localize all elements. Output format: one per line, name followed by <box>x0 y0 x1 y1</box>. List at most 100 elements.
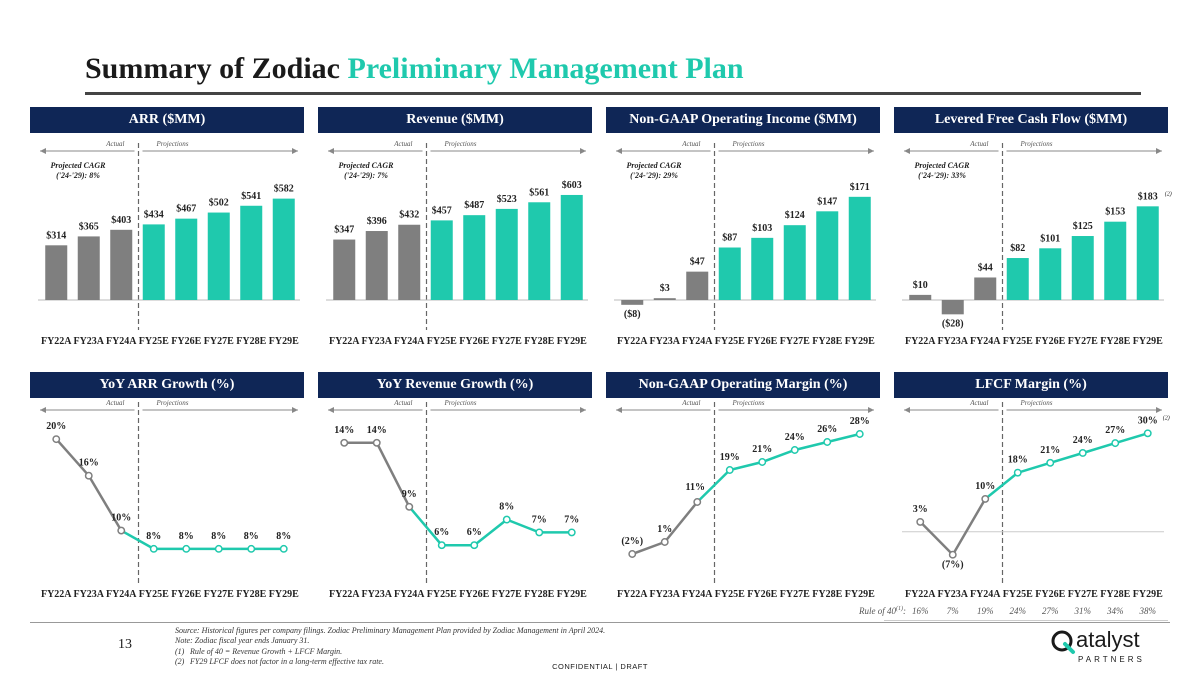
data-label: (2%) <box>621 536 643 547</box>
actual-arrow-head <box>616 407 622 413</box>
data-point <box>628 550 637 558</box>
x-tick-label: FY26E <box>1035 336 1065 347</box>
actual-arrow-head <box>904 407 910 413</box>
data-label: 8% <box>276 531 291 542</box>
x-tick-label: FY29E <box>845 589 875 600</box>
data-point <box>758 458 767 466</box>
projection-series-line <box>120 529 284 551</box>
data-point <box>948 550 957 559</box>
x-tick-label: FY24A <box>394 336 425 347</box>
bar <box>653 298 676 300</box>
x-tick-label: FY23A <box>361 589 392 600</box>
x-tick-label: FY23A <box>73 589 104 600</box>
footnote-2: (2) FY29 LFCF does not factor in a long-t… <box>175 656 384 666</box>
data-label: $523 <box>497 194 517 205</box>
projections-label: Projections <box>732 140 765 148</box>
data-label: $82 <box>1010 243 1025 254</box>
x-tick-label: FY29E <box>557 589 587 600</box>
x-tick-label: FY28E <box>1100 336 1130 347</box>
bar <box>528 202 551 300</box>
data-label: $487 <box>464 200 484 211</box>
x-tick-label: FY23A <box>73 336 104 347</box>
data-point <box>535 528 544 537</box>
data-label: $171 <box>850 182 870 193</box>
x-tick-label: FY24A <box>970 336 1001 347</box>
data-point <box>117 526 126 535</box>
actual-arrow-head <box>328 407 334 413</box>
actual-label: Actual <box>393 399 412 407</box>
chart-title-arr_growth: YoY ARR Growth (%) <box>30 372 304 398</box>
bar <box>142 224 165 300</box>
x-tick-label: FY27E <box>492 336 522 347</box>
data-label: $365 <box>79 221 99 232</box>
x-tick-label: FY25E <box>715 589 745 600</box>
data-label: $101 <box>1040 233 1060 244</box>
bar <box>686 271 709 300</box>
projections-arrow-head <box>292 148 298 154</box>
x-tick-label: FY29E <box>557 336 587 347</box>
projection-series-line <box>696 432 861 503</box>
data-point <box>855 430 864 438</box>
bar <box>175 218 198 300</box>
x-tick-label: FY28E <box>236 336 266 347</box>
cagr-note: Projected CAGR <box>51 161 107 170</box>
bar <box>816 211 839 300</box>
data-point <box>149 544 158 553</box>
bar <box>333 239 356 300</box>
data-label: $10 <box>913 280 928 291</box>
x-tick-label: FY26E <box>747 589 777 600</box>
data-label: 24% <box>1073 435 1093 446</box>
rule-of-40-value: 7% <box>946 606 959 616</box>
bar <box>240 205 263 300</box>
cagr-note: ('24-'29): 29% <box>630 171 678 180</box>
company-logo: atalyst PARTNERS <box>1050 627 1145 667</box>
x-tick-label: FY28E <box>524 336 554 347</box>
actual-label: Actual <box>105 140 124 148</box>
data-label: 6% <box>434 527 449 538</box>
title-divider <box>85 92 1141 95</box>
data-label: 10% <box>975 481 995 492</box>
x-tick-label: FY22A <box>41 336 72 347</box>
x-tick-label: FY22A <box>41 589 72 600</box>
chart-title-opinc: Non-GAAP Operating Income ($MM) <box>606 107 880 133</box>
bar <box>1104 221 1127 300</box>
x-tick-label: FY26E <box>1035 589 1065 600</box>
data-label: $103 <box>752 223 772 234</box>
data-label: 10% <box>111 513 131 524</box>
chart-revenue: Actual Projections Projected CAGR('24-'29)… <box>326 140 588 347</box>
x-tick-label: FY25E <box>1003 589 1033 600</box>
data-label: 18% <box>1008 455 1028 466</box>
data-label: 26% <box>817 424 837 435</box>
page-title: Summary of Zodiac Preliminary Management… <box>85 52 744 85</box>
x-tick-label: FY24A <box>106 589 137 600</box>
actual-label: Actual <box>105 399 124 407</box>
projection-series-line <box>984 432 1149 500</box>
chart-title-rev_growth: YoY Revenue Growth (%) <box>318 372 592 398</box>
actual-arrow-head <box>328 148 334 154</box>
x-tick-label: FY24A <box>970 589 1001 600</box>
cagr-note: Projected CAGR <box>339 161 395 170</box>
data-point <box>279 544 288 553</box>
x-tick-label: FY25E <box>139 589 169 600</box>
x-tick-label: FY22A <box>329 589 360 600</box>
data-point <box>437 541 446 550</box>
data-label: 14% <box>367 425 387 436</box>
projections-label: Projections <box>444 399 477 407</box>
x-tick-label: FY22A <box>329 336 360 347</box>
data-point <box>916 517 925 526</box>
bar <box>45 245 68 300</box>
rule-of-40-underline <box>884 620 1168 621</box>
projections-label: Projections <box>156 399 189 407</box>
x-tick-label: FY28E <box>812 589 842 600</box>
chart-title-op_margin: Non-GAAP Operating Margin (%) <box>606 372 880 398</box>
cagr-note: Projected CAGR <box>915 161 971 170</box>
data-label: ($28) <box>942 318 964 329</box>
rule-of-40-label: Rule of 40(1): <box>859 606 906 616</box>
data-point <box>1046 458 1055 467</box>
data-label: $457 <box>432 205 452 216</box>
bar <box>1071 236 1094 300</box>
page-number: 13 <box>118 637 132 652</box>
data-label: 28% <box>850 416 870 427</box>
